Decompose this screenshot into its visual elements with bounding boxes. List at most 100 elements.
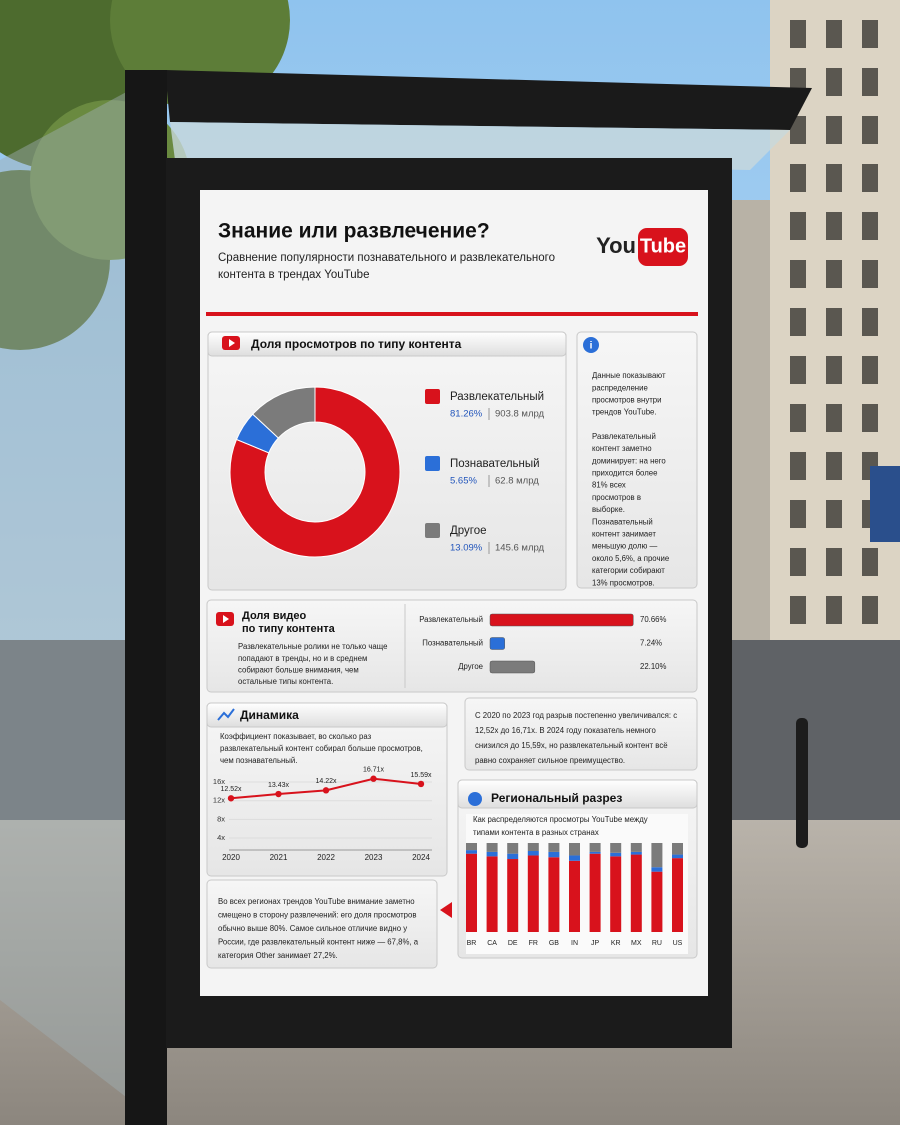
chart-title: Доля видео <box>242 610 307 622</box>
window <box>790 308 806 336</box>
x-tick-label: BR <box>467 940 477 947</box>
note-text: обычно выше 80%. Самое сильное отличие в… <box>218 924 407 933</box>
views-label: 62.8 млрд <box>495 476 539 487</box>
window <box>790 500 806 528</box>
icon-trend <box>217 708 235 721</box>
window <box>790 260 806 288</box>
bar-segment <box>527 855 539 932</box>
panel-comment <box>464 697 698 771</box>
x-tick-label: IN <box>571 940 578 947</box>
bollard <box>796 718 808 848</box>
legend-swatch <box>425 389 440 404</box>
x-tick-label: 2022 <box>317 853 335 862</box>
info-text: около 5,6%, а прочие <box>592 554 669 563</box>
window <box>862 596 878 624</box>
bar-segment <box>569 843 580 856</box>
window <box>790 404 806 432</box>
logo-tube: Tube <box>640 235 686 257</box>
note-text: категория Other занимает 27,2%. <box>218 951 338 960</box>
info-text: приходится более <box>592 468 657 477</box>
shelter-post <box>125 70 167 1125</box>
bar-segment <box>486 843 498 852</box>
bar-segment <box>630 854 642 932</box>
bar-segment <box>507 859 519 932</box>
bar-segment <box>610 852 622 857</box>
info-text: просмотров в <box>592 493 641 502</box>
bar-segment <box>630 843 642 852</box>
x-tick-label: GB <box>549 940 559 947</box>
info-text: контент заметно <box>592 444 652 453</box>
info-text: выборке. <box>592 505 625 514</box>
info-text: Познавательный <box>592 517 653 526</box>
window <box>826 356 842 384</box>
panel-header <box>206 702 448 728</box>
info-text: меньшую долю — <box>592 542 658 551</box>
bar-segment <box>569 855 580 861</box>
comment-text: С 2020 по 2023 год разрыв постепенно уве… <box>475 711 677 720</box>
marker <box>417 780 425 788</box>
info-text: просмотров внутри <box>592 395 661 404</box>
x-tick-label: 2021 <box>270 853 288 862</box>
bar-segment <box>610 856 622 932</box>
window <box>826 164 842 192</box>
info-text: трендов YouTube. <box>592 408 657 417</box>
info-text: Данные показывают <box>592 371 666 380</box>
note-text: Во всех регионах трендов YouTube внимани… <box>218 897 415 906</box>
bar-segment <box>589 853 601 932</box>
chart-note: Развлекательные ролики не только чаще <box>238 642 387 651</box>
legend-label: Развлекательный <box>450 391 544 403</box>
panel-note <box>206 879 438 969</box>
poster-subtitle: Сравнение популярности познавательного и… <box>218 252 555 264</box>
comment-text: равно сохраняет сильное преимущество. <box>475 756 625 765</box>
legend-swatch <box>425 456 440 471</box>
bar-segment <box>548 843 560 852</box>
window <box>826 404 842 432</box>
chart-note: Коэффициент показывает, во сколько раз <box>220 732 372 741</box>
poster-subtitle: контента в трендах YouTube <box>218 269 369 281</box>
bar-segment <box>548 857 560 932</box>
y-tick-label: 12x <box>213 796 225 805</box>
window <box>826 596 842 624</box>
window <box>790 212 806 240</box>
x-tick-label: 2024 <box>412 853 430 862</box>
bar-segment <box>466 853 477 932</box>
x-tick-label: 2020 <box>222 853 240 862</box>
comment-text: снизился до 15,59x, но развлекательный к… <box>475 741 668 750</box>
bar-segment <box>630 851 642 855</box>
value-label: 14.22x <box>315 778 337 785</box>
window <box>862 356 878 384</box>
bar-label: Развлекательный <box>419 615 483 624</box>
comment-text: 12,52x до 16,71x. В 2024 году показатель… <box>475 726 656 735</box>
pointer-arrow <box>440 902 452 918</box>
info-text: категории собирают <box>592 566 665 575</box>
bar-segment <box>486 851 498 857</box>
x-tick-label: RU <box>652 940 662 947</box>
chart-note: чем познавательный. <box>220 756 297 765</box>
bar-label: Другое <box>458 662 483 671</box>
bar-segment <box>610 843 622 853</box>
window <box>826 212 842 240</box>
icon-globe <box>468 792 482 806</box>
legend-label: Познавательный <box>450 458 540 470</box>
bar-segment <box>466 843 477 851</box>
bar-segment <box>466 850 477 854</box>
window <box>826 548 842 576</box>
value-label: 22.10% <box>640 662 667 671</box>
bar <box>489 660 536 674</box>
logo-you: You <box>596 233 636 258</box>
bar-segment <box>672 854 683 859</box>
y-tick-label: 8x <box>217 814 225 823</box>
chart-note: развлекательный контент собирал больше п… <box>220 744 423 753</box>
note-text: России, где развлекательный контент ниже… <box>218 938 419 947</box>
x-tick-label: KR <box>611 940 621 947</box>
y-tick-label: 4x <box>217 833 225 842</box>
window <box>826 500 842 528</box>
window <box>790 548 806 576</box>
marker <box>370 775 377 782</box>
bar-segment <box>569 860 580 932</box>
window <box>826 116 842 144</box>
window <box>862 260 878 288</box>
red-rule <box>206 312 698 316</box>
bar-segment <box>672 843 683 855</box>
marker <box>227 795 235 802</box>
